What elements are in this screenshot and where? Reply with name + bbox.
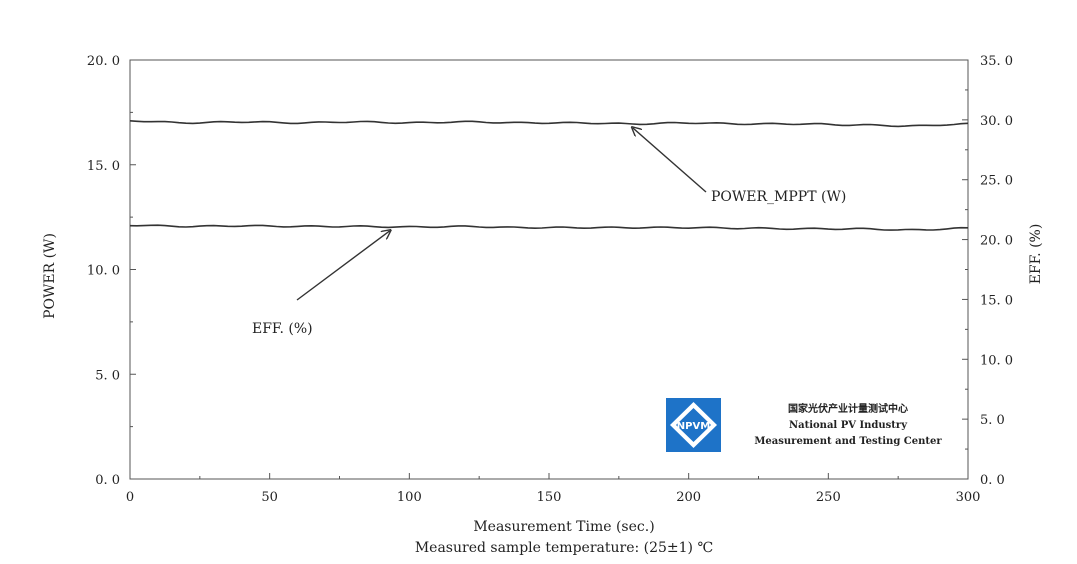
series-layer bbox=[129, 120, 969, 231]
y-left-tick-label: 0. 0 bbox=[95, 473, 120, 488]
y-axis-right-label: EFF. (%) bbox=[1028, 224, 1044, 285]
x-tick-label: 300 bbox=[956, 490, 981, 505]
y-right-tick-label: 10. 0 bbox=[980, 353, 1013, 368]
y-left-tick-label: 20. 0 bbox=[87, 54, 120, 69]
y-right-tick-label: 5. 0 bbox=[980, 413, 1005, 428]
logo-diamond-inner bbox=[676, 408, 711, 442]
x-tick-label: 200 bbox=[676, 490, 701, 505]
x-tick-label: 50 bbox=[261, 490, 278, 505]
annotation-arrow bbox=[633, 128, 707, 193]
y-left-tick-label: 5. 0 bbox=[95, 368, 120, 383]
series-line-eff bbox=[129, 224, 969, 231]
annotation-arrow bbox=[296, 231, 390, 301]
y-left-tick-label: 15. 0 bbox=[87, 159, 120, 174]
ticks-layer: 0 50 100 150 200 250 300 0. 0 5. 0 10. 0 15. 0 20. … bbox=[87, 54, 1013, 505]
logo-line-cn: 国家光伏产业计量测试中心 bbox=[788, 402, 908, 415]
y-right-tick-label: 25. 0 bbox=[980, 174, 1013, 189]
annotation-label: POWER_MPPT (W) bbox=[711, 189, 846, 205]
y-right-tick-label: 15. 0 bbox=[980, 293, 1013, 308]
y-left-tick-label: 10. 0 bbox=[87, 264, 120, 279]
x-tick-label: 100 bbox=[397, 490, 422, 505]
y-right-tick-label: 35. 0 bbox=[980, 54, 1013, 69]
logo-line-3: Measurement and Testing Center bbox=[754, 436, 942, 447]
logo-line-2: National PV Industry bbox=[789, 420, 908, 431]
npvm-logo: NPVM 国家光伏产业计量测试中心 National PV Industry M… bbox=[666, 398, 942, 452]
x-axis-label: Measurement Time (sec.) bbox=[473, 519, 654, 535]
y-right-tick-label: 20. 0 bbox=[980, 234, 1013, 249]
y-right-tick-label: 0. 0 bbox=[980, 473, 1005, 488]
x-tick-label: 0 bbox=[126, 490, 134, 505]
x-tick-label: 150 bbox=[537, 490, 562, 505]
series-line-power bbox=[129, 120, 969, 128]
y-axis-left-label: POWER (W) bbox=[42, 233, 58, 319]
annotation-label: EFF. (%) bbox=[252, 321, 313, 337]
annotation-layer: POWER_MPPT (W) EFF. (%) bbox=[252, 128, 846, 337]
chart-subtitle: Measured sample temperature: (25±1) ℃ bbox=[415, 540, 713, 556]
x-tick-label: 250 bbox=[816, 490, 841, 505]
y-right-tick-label: 30. 0 bbox=[980, 114, 1013, 129]
logo-badge-text: NPVM bbox=[677, 421, 710, 432]
